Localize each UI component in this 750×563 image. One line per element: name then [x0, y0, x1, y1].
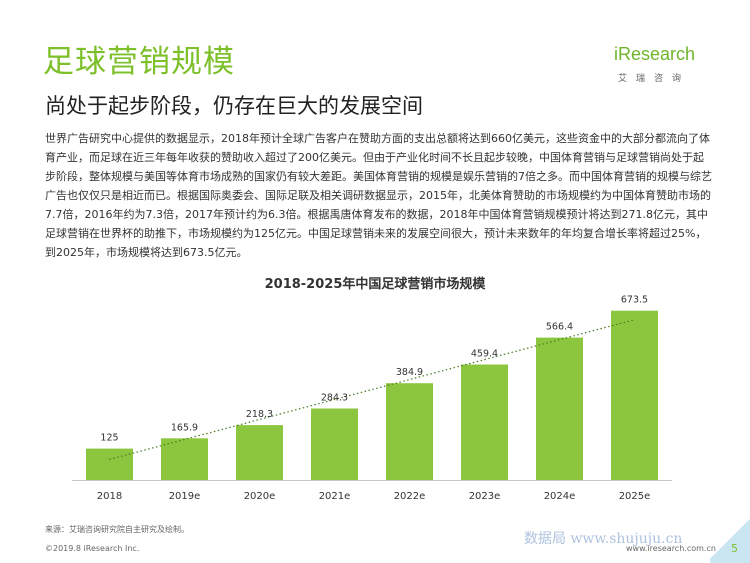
bar-2023e: [461, 364, 508, 480]
page-title: 足球营销规模: [43, 44, 235, 80]
copyright: ©2019.8 iResearch Inc.: [45, 544, 140, 553]
bar-2019e: [161, 438, 208, 480]
bar-value-label: 384.9: [396, 367, 423, 378]
chart-title: 2018-2025年中国足球营销市场规模: [264, 277, 486, 292]
bar-value-label: 125: [100, 433, 118, 444]
watermark: 数据局 www.shujuju.cn: [524, 531, 683, 547]
trend-line: [109, 319, 635, 460]
corner-decoration: [710, 515, 750, 563]
iresearch-logo: iResearch 艾瑞咨询: [614, 44, 710, 90]
bars-layer: [86, 310, 658, 480]
website-link[interactable]: www.iresearch.com.cn: [626, 544, 716, 553]
bar-value-label: 673.5: [621, 295, 648, 306]
bar-2022e: [386, 383, 433, 480]
x-tick-label: 2025e: [619, 491, 651, 502]
bar-2020e: [236, 425, 283, 480]
bar-value-label: 566.4: [546, 322, 573, 333]
bar-value-label: 165.9: [171, 422, 198, 433]
page-subtitle: 尚处于起步阶段，仍存在巨大的发展空间: [45, 94, 423, 118]
page-number: 5: [731, 542, 738, 555]
x-tick-label: 2020e: [244, 491, 276, 502]
source-note: 来源：艾瑞咨询研究院自主研究及绘制。: [45, 525, 189, 534]
x-tick-label: 2021e: [319, 491, 351, 502]
bar-value-label: 218.3: [246, 409, 273, 420]
labels-layer: 125 2018 165.9 2019e 218.3 2020e 284.3 2021e 384…: [97, 295, 651, 502]
x-tick-label: 2022e: [394, 491, 426, 502]
x-tick-label: 2024e: [544, 491, 576, 502]
bar-value-label: 459.4: [471, 349, 498, 360]
x-tick-label: 2018: [97, 491, 122, 502]
bar-value-label: 284.3: [321, 393, 348, 404]
bar-2018: [86, 448, 133, 480]
x-tick-label: 2023e: [469, 491, 501, 502]
x-tick-label: 2019e: [169, 491, 201, 502]
logo-brand: iResearch: [614, 44, 696, 64]
bar-2021e: [311, 408, 358, 480]
bar-2024e: [536, 337, 583, 480]
bar-2025e: [611, 310, 658, 480]
logo-brand-cn: 艾瑞咨询: [618, 74, 691, 84]
body-paragraph: 世界广告研究中心提供的数据显示，2018年预计全球广告客户在赞助方面的支出总额将…: [45, 132, 712, 259]
